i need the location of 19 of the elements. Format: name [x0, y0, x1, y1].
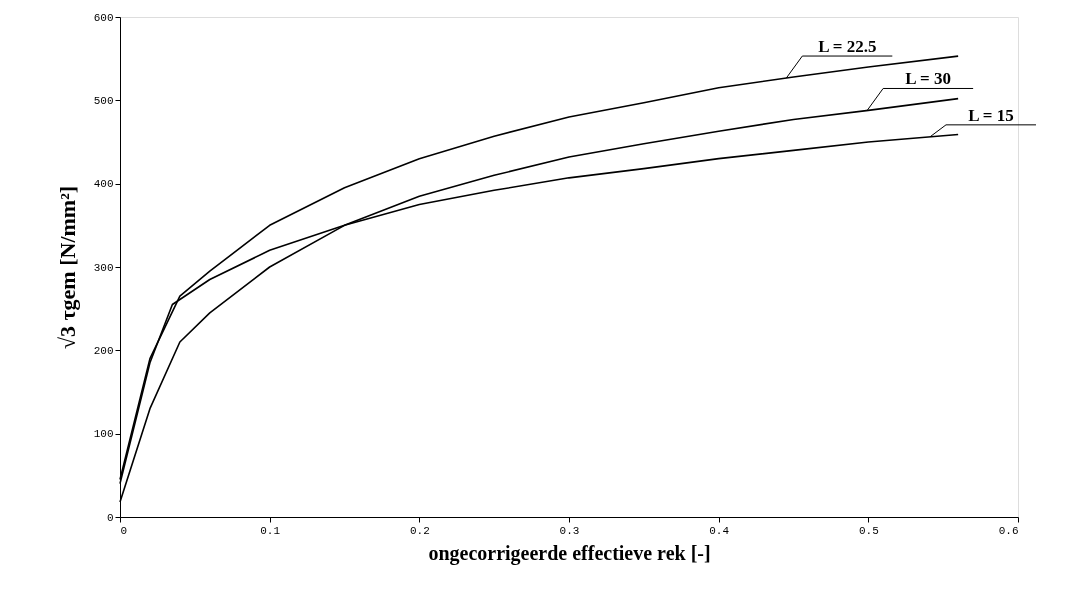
x-tick-label: 0.4: [709, 524, 730, 537]
x-tick-label: 0.3: [559, 524, 580, 537]
y-tick-label: 600: [93, 11, 114, 24]
series-label: L = 30: [905, 69, 951, 89]
x-tick-label: 0.1: [260, 524, 281, 537]
y-tick-label: 200: [93, 344, 114, 357]
y-tick-label: 500: [93, 94, 114, 107]
y-tick-label: 100: [93, 428, 114, 441]
y-tick-label: 300: [93, 261, 114, 274]
x-tick-label: 0: [120, 524, 128, 537]
x-axis-title: ongecorrigeerde effectieve rek [-]: [428, 541, 711, 565]
y-axis-title: √3 τgem [N/mm²]: [54, 185, 80, 350]
x-tick-label: 0.2: [409, 524, 430, 537]
series-label: L = 15: [968, 105, 1014, 125]
x-tick-label: 0.6: [998, 524, 1019, 537]
x-tick-label: 0.5: [858, 524, 879, 537]
y-tick-label: 0: [106, 511, 114, 524]
y-tick-label: 400: [93, 178, 114, 191]
series-label: L = 22.5: [818, 37, 877, 57]
